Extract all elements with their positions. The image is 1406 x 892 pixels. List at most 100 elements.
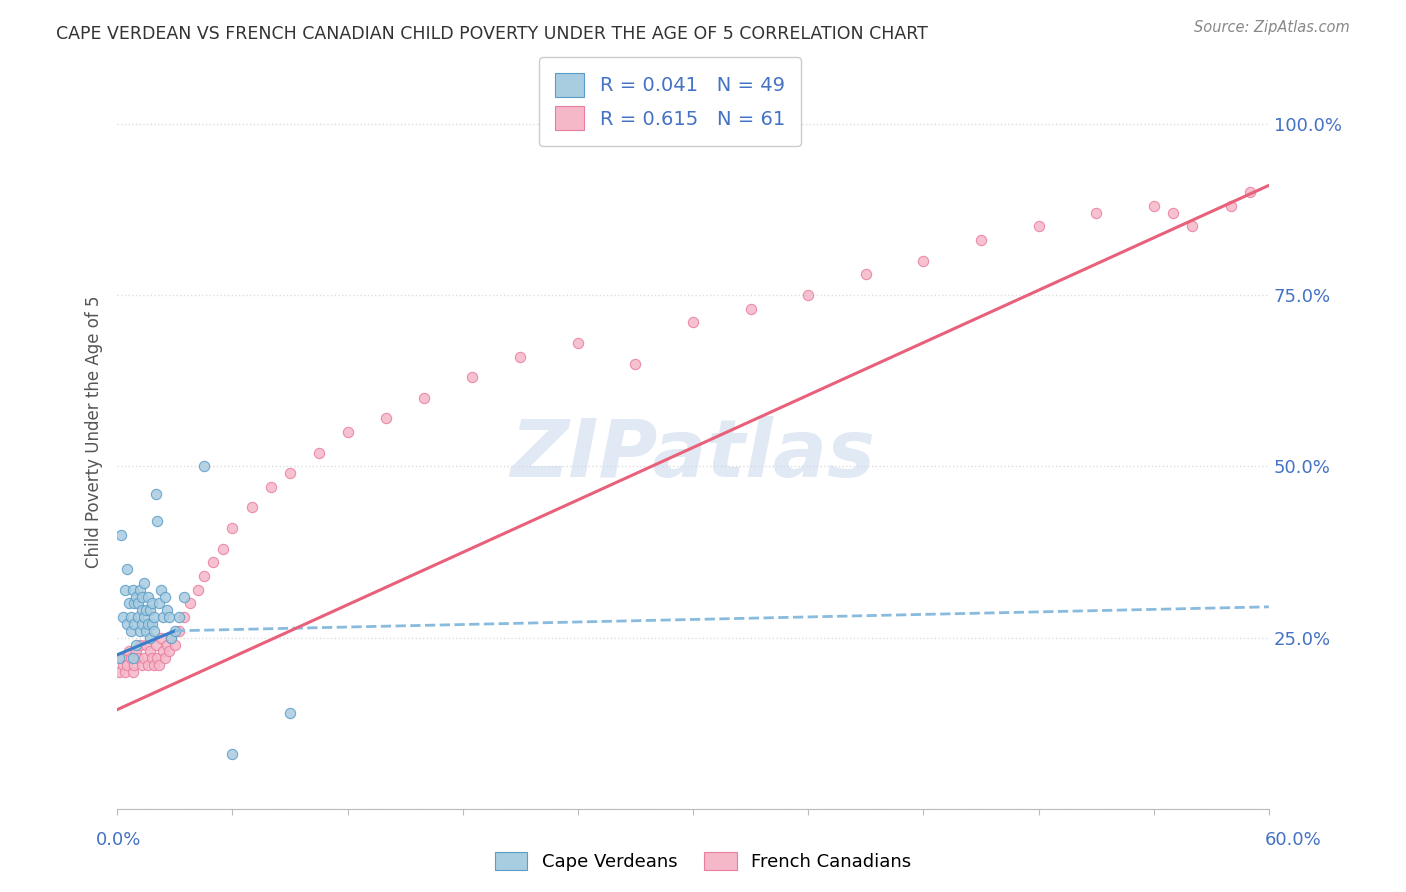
Point xyxy=(131,658,153,673)
Point xyxy=(139,603,162,617)
Point xyxy=(135,603,157,617)
Point xyxy=(193,459,215,474)
Point xyxy=(173,590,195,604)
Point xyxy=(121,651,143,665)
Point xyxy=(127,596,149,610)
Point xyxy=(142,610,165,624)
Point xyxy=(374,411,396,425)
Point xyxy=(221,521,243,535)
Point xyxy=(156,638,179,652)
Point xyxy=(121,665,143,679)
Point xyxy=(132,575,155,590)
Point xyxy=(167,610,190,624)
Y-axis label: Child Poverty Under the Age of 5: Child Poverty Under the Age of 5 xyxy=(86,296,103,568)
Point xyxy=(136,617,159,632)
Point xyxy=(139,644,162,658)
Point xyxy=(131,617,153,632)
Point xyxy=(740,301,762,316)
Text: 60.0%: 60.0% xyxy=(1265,831,1322,849)
Point xyxy=(146,514,169,528)
Point xyxy=(163,638,186,652)
Point xyxy=(132,610,155,624)
Point xyxy=(148,596,170,610)
Point xyxy=(135,638,157,652)
Text: 0.0%: 0.0% xyxy=(96,831,141,849)
Point xyxy=(150,582,173,597)
Point xyxy=(1181,219,1204,234)
Point xyxy=(132,651,155,665)
Point xyxy=(153,590,176,604)
Point xyxy=(120,624,142,638)
Point xyxy=(136,590,159,604)
Point xyxy=(110,528,132,542)
Point xyxy=(142,658,165,673)
Point xyxy=(114,665,136,679)
Point xyxy=(120,610,142,624)
Point xyxy=(912,253,935,268)
Point xyxy=(187,582,209,597)
Point xyxy=(125,644,148,658)
Point xyxy=(211,541,233,556)
Point xyxy=(260,480,283,494)
Legend: Cape Verdeans, French Canadians: Cape Verdeans, French Canadians xyxy=(488,845,918,879)
Point xyxy=(146,651,169,665)
Point xyxy=(193,569,215,583)
Point xyxy=(160,631,183,645)
Point xyxy=(118,596,141,610)
Point xyxy=(139,631,162,645)
Point xyxy=(202,555,225,569)
Point xyxy=(135,624,157,638)
Point xyxy=(153,651,176,665)
Point xyxy=(115,617,138,632)
Point xyxy=(1028,219,1050,234)
Point xyxy=(797,288,820,302)
Text: ZIPatlas: ZIPatlas xyxy=(510,416,876,493)
Point xyxy=(129,582,152,597)
Point xyxy=(111,658,134,673)
Point xyxy=(118,644,141,658)
Point xyxy=(124,596,146,610)
Point xyxy=(148,658,170,673)
Point xyxy=(152,644,174,658)
Point xyxy=(308,445,330,459)
Point xyxy=(509,350,531,364)
Point xyxy=(1085,206,1108,220)
Point xyxy=(131,603,153,617)
Point xyxy=(120,651,142,665)
Point xyxy=(145,638,167,652)
Point xyxy=(141,617,163,632)
Point xyxy=(179,596,201,610)
Point xyxy=(1161,206,1184,220)
Point xyxy=(125,638,148,652)
Point xyxy=(682,315,704,329)
Point xyxy=(142,624,165,638)
Point xyxy=(108,651,131,665)
Point xyxy=(970,233,993,247)
Point xyxy=(125,590,148,604)
Point xyxy=(221,747,243,761)
Point xyxy=(131,590,153,604)
Point xyxy=(157,610,180,624)
Point xyxy=(278,466,301,480)
Point xyxy=(1239,185,1261,199)
Point xyxy=(127,610,149,624)
Point xyxy=(173,610,195,624)
Point xyxy=(114,582,136,597)
Point xyxy=(157,644,180,658)
Point xyxy=(240,500,263,515)
Point xyxy=(461,370,484,384)
Point xyxy=(1143,199,1166,213)
Point xyxy=(124,617,146,632)
Point xyxy=(127,651,149,665)
Point xyxy=(163,624,186,638)
Point xyxy=(141,651,163,665)
Point xyxy=(167,624,190,638)
Point xyxy=(156,603,179,617)
Point xyxy=(145,487,167,501)
Text: CAPE VERDEAN VS FRENCH CANADIAN CHILD POVERTY UNDER THE AGE OF 5 CORRELATION CHA: CAPE VERDEAN VS FRENCH CANADIAN CHILD PO… xyxy=(56,25,928,43)
Point xyxy=(115,562,138,576)
Point xyxy=(1219,199,1241,213)
Point xyxy=(111,610,134,624)
Legend: R = 0.041   N = 49, R = 0.615   N = 61: R = 0.041 N = 49, R = 0.615 N = 61 xyxy=(540,57,800,145)
Point xyxy=(129,638,152,652)
